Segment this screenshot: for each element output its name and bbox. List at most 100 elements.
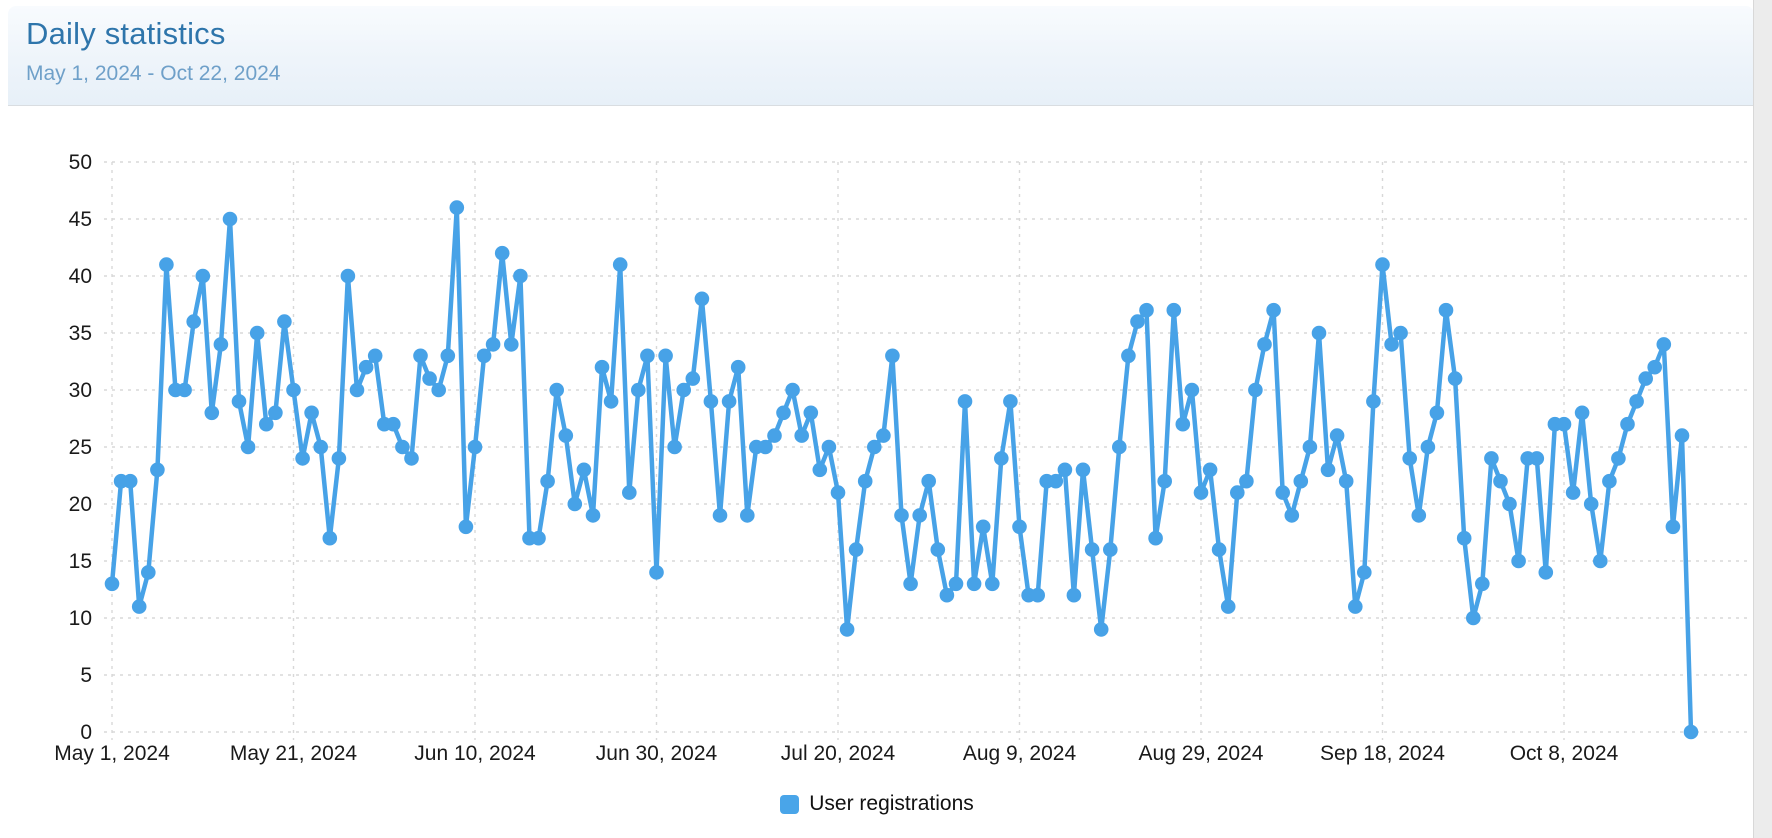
data-point[interactable] <box>186 314 201 329</box>
data-point[interactable] <box>367 348 383 364</box>
data-point[interactable] <box>141 565 156 580</box>
data-point[interactable] <box>1148 530 1163 546</box>
data-point[interactable] <box>440 348 456 364</box>
data-point[interactable] <box>594 359 610 375</box>
data-point[interactable] <box>740 508 755 523</box>
data-point[interactable] <box>1293 473 1309 489</box>
data-point[interactable] <box>485 337 501 352</box>
data-point[interactable] <box>676 382 691 398</box>
data-point[interactable] <box>1493 473 1508 489</box>
data-point[interactable] <box>640 348 655 364</box>
data-point[interactable] <box>812 462 828 478</box>
data-point[interactable] <box>549 382 564 398</box>
data-point[interactable] <box>1311 325 1327 341</box>
data-point[interactable] <box>848 542 864 557</box>
data-point[interactable] <box>1429 405 1445 421</box>
data-point[interactable] <box>1420 439 1436 455</box>
data-point[interactable] <box>1456 530 1472 546</box>
data-point[interactable] <box>476 348 492 364</box>
data-point[interactable] <box>240 439 256 455</box>
data-point[interactable] <box>767 428 782 443</box>
data-point[interactable] <box>1084 542 1100 557</box>
data-point[interactable] <box>222 211 238 227</box>
data-point[interactable] <box>540 473 555 489</box>
data-point[interactable] <box>413 348 428 364</box>
data-point[interactable] <box>1193 485 1209 500</box>
data-point[interactable] <box>622 485 637 500</box>
data-point[interactable] <box>1620 416 1635 432</box>
data-point[interactable] <box>1402 451 1417 466</box>
data-point[interactable] <box>1166 302 1182 318</box>
data-point[interactable] <box>1638 371 1653 386</box>
scrollbar-gutter[interactable] <box>1753 0 1772 838</box>
data-point[interactable] <box>1484 451 1499 466</box>
data-point[interactable] <box>1302 439 1318 455</box>
data-point[interactable] <box>930 542 946 557</box>
data-point[interactable] <box>1338 473 1354 489</box>
data-point[interactable] <box>685 371 701 386</box>
data-point[interactable] <box>921 473 936 489</box>
data-point[interactable] <box>1066 587 1082 603</box>
data-point[interactable] <box>567 496 583 512</box>
data-point[interactable] <box>1565 485 1581 500</box>
data-point[interactable] <box>912 508 927 523</box>
data-point[interactable] <box>295 451 310 466</box>
data-point[interactable] <box>358 359 374 375</box>
data-point[interactable] <box>712 508 728 523</box>
data-point[interactable] <box>867 439 882 455</box>
data-point[interactable] <box>1357 565 1372 580</box>
data-point[interactable] <box>431 382 447 398</box>
data-point[interactable] <box>1130 314 1145 329</box>
data-point[interactable] <box>558 428 574 443</box>
data-point[interactable] <box>313 439 329 455</box>
data-point[interactable] <box>286 382 301 398</box>
data-point[interactable] <box>994 451 1009 466</box>
data-point[interactable] <box>150 462 165 478</box>
data-point[interactable] <box>259 416 274 432</box>
data-point[interactable] <box>322 530 338 546</box>
data-point[interactable] <box>1157 473 1172 489</box>
data-point[interactable] <box>1184 382 1200 398</box>
data-point[interactable] <box>1438 302 1454 318</box>
data-point[interactable] <box>1475 576 1490 592</box>
data-point[interactable] <box>1366 394 1381 409</box>
data-point[interactable] <box>667 439 682 455</box>
data-point[interactable] <box>386 416 401 432</box>
data-point[interactable] <box>1466 610 1481 626</box>
data-point[interactable] <box>304 405 319 421</box>
data-point[interactable] <box>1175 416 1191 432</box>
data-point[interactable] <box>131 599 147 614</box>
data-point[interactable] <box>331 451 347 466</box>
data-point[interactable] <box>458 519 474 535</box>
data-point[interactable] <box>494 245 510 261</box>
data-point[interactable] <box>649 565 664 580</box>
data-point[interactable] <box>985 576 1000 592</box>
data-point[interactable] <box>177 382 192 398</box>
data-point[interactable] <box>1611 451 1626 466</box>
data-point[interactable] <box>1384 337 1399 352</box>
data-point[interactable] <box>830 485 846 500</box>
data-point[interactable] <box>585 508 601 523</box>
data-point[interactable] <box>1538 565 1554 580</box>
data-point[interactable] <box>1202 462 1218 478</box>
data-point[interactable] <box>1647 359 1662 375</box>
data-point[interactable] <box>721 394 737 409</box>
data-point[interactable] <box>894 508 909 523</box>
data-point[interactable] <box>467 439 483 455</box>
data-point[interactable] <box>159 257 174 272</box>
data-point[interactable] <box>1447 371 1463 386</box>
data-point[interactable] <box>1048 473 1064 489</box>
data-point[interactable] <box>803 405 819 421</box>
data-point[interactable] <box>1266 302 1281 318</box>
data-point[interactable] <box>1257 337 1272 352</box>
data-point[interactable] <box>857 473 873 489</box>
data-point[interactable] <box>1220 599 1236 614</box>
data-point[interactable] <box>195 268 211 284</box>
data-point[interactable] <box>975 519 991 535</box>
data-point[interactable] <box>1093 622 1109 637</box>
data-point[interactable] <box>249 325 265 341</box>
data-point[interactable] <box>531 530 546 546</box>
data-point[interactable] <box>776 405 791 421</box>
data-point[interactable] <box>1275 485 1290 500</box>
data-point[interactable] <box>1230 485 1245 500</box>
